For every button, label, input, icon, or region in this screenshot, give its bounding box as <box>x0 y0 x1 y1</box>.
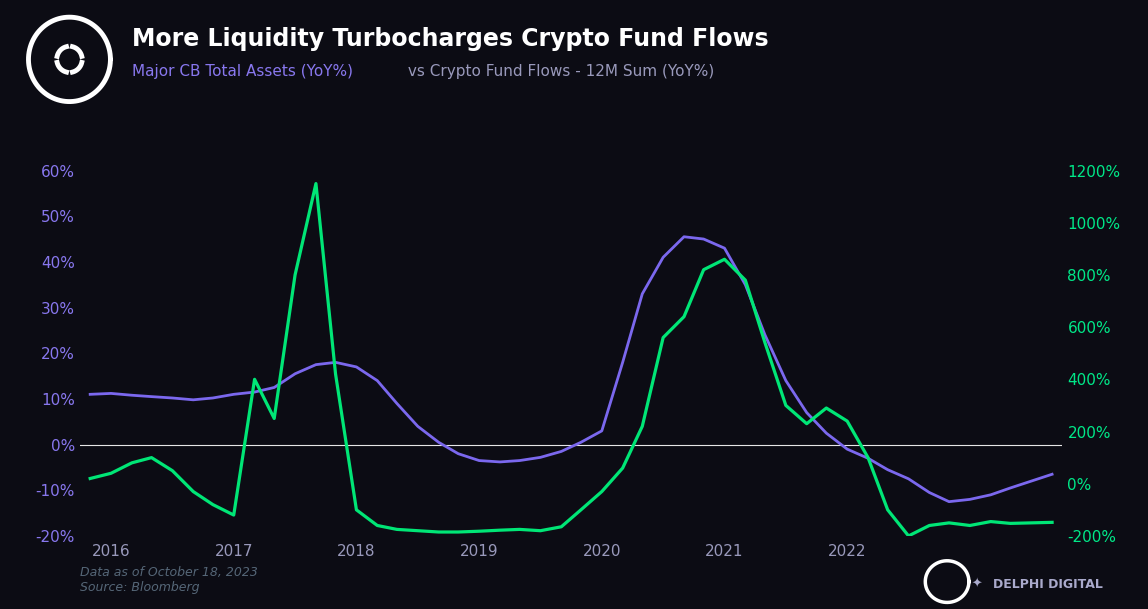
Text: More Liquidity Turbocharges Crypto Fund Flows: More Liquidity Turbocharges Crypto Fund … <box>132 27 769 51</box>
Text: Data as of October 18, 2023
Source: Bloomberg: Data as of October 18, 2023 Source: Bloo… <box>80 566 258 594</box>
Text: ✦: ✦ <box>971 578 982 591</box>
Text: vs Crypto Fund Flows - 12M Sum (YoY%): vs Crypto Fund Flows - 12M Sum (YoY%) <box>403 64 714 79</box>
Text: DELPHI DIGITAL: DELPHI DIGITAL <box>993 578 1103 591</box>
Text: Major CB Total Assets (YoY%): Major CB Total Assets (YoY%) <box>132 64 354 79</box>
